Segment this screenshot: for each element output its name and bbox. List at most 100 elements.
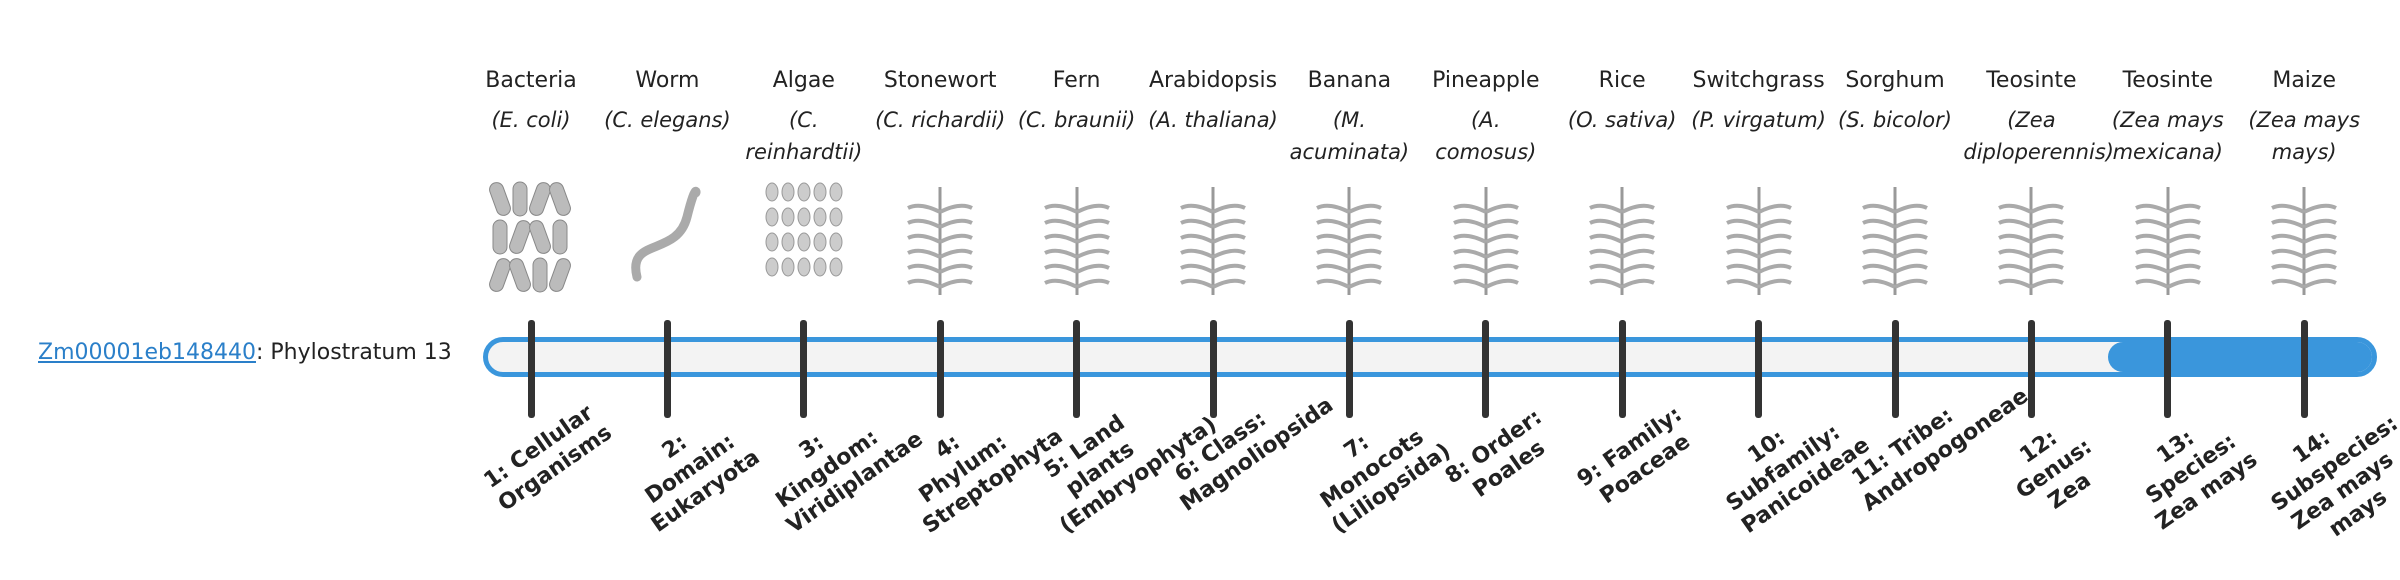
illustration-part: [1180, 263, 1214, 274]
illustration-part: [1316, 203, 1351, 214]
illustration-part: [1862, 203, 1896, 214]
illustration-part: [1075, 263, 1110, 274]
illustration-part: [1452, 203, 1487, 214]
gene-link[interactable]: Zm00001eb148440: [38, 340, 256, 365]
illustration-part: [489, 182, 511, 216]
illustration-part: [939, 278, 974, 289]
illustration-part: [765, 257, 779, 277]
illustration-part: [1894, 233, 1928, 244]
illustration-part: [1484, 203, 1519, 214]
stratum-label: 9: Family: Poaceae: [1572, 401, 1696, 510]
illustration-part: [813, 232, 827, 252]
illustration-part: [1862, 263, 1896, 274]
stratum-tick: [527, 320, 535, 418]
organism-illustration: [1316, 187, 1383, 295]
illustration-part: [829, 182, 843, 202]
illustration-part: [1998, 278, 2033, 289]
illustration-part: [1316, 248, 1351, 259]
organism-species: (E. coli): [491, 108, 571, 132]
illustration-part: [1484, 278, 1519, 289]
illustration-part: [907, 233, 942, 244]
organism-species: (Zea diploperennis): [1963, 108, 2114, 164]
illustration-part: [813, 182, 827, 202]
gene-line: Zm00001eb148440: Phylostratum 13: [38, 340, 452, 365]
illustration-part: [1348, 278, 1383, 289]
illustration-part: [1621, 263, 1656, 274]
illustration-part: [1043, 218, 1078, 229]
organism-name: Teosinte: [2122, 68, 2213, 93]
illustration-part: [939, 203, 974, 214]
illustration-part: [1212, 233, 1246, 244]
stratum-tick: [800, 320, 808, 418]
stratum-label: 2: Domain: Eukaryota: [641, 429, 765, 538]
illustration-part: [2303, 263, 2338, 274]
illustration-part: [1452, 248, 1487, 259]
stratum-tick: [1891, 320, 1899, 418]
illustration-part: [1075, 248, 1110, 259]
organism-name: Switchgrass: [1692, 68, 1825, 93]
illustration-part: [2271, 263, 2306, 274]
illustration-part: [1316, 278, 1351, 289]
illustration-part: [492, 219, 508, 255]
illustration-part: [489, 258, 511, 292]
illustration-part: [1998, 263, 2033, 274]
illustration-part: [509, 258, 531, 292]
illustration-part: [2166, 203, 2201, 214]
illustration-part: [2030, 218, 2065, 229]
stratum-label: 1: Cellular Organisms: [479, 400, 617, 517]
illustration-part: [1621, 218, 1656, 229]
illustration-part: [1589, 203, 1624, 214]
illustration-part: [631, 186, 701, 282]
organism-species: (C. richardii): [875, 108, 1006, 132]
organism-name: Rice: [1598, 68, 1646, 93]
illustration-part: [2030, 263, 2065, 274]
illustration-part: [1452, 233, 1487, 244]
organism-species: (M. acuminata): [1289, 108, 1410, 164]
illustration-part: [1212, 278, 1246, 289]
illustration-part: [2166, 263, 2201, 274]
illustration-part: [529, 220, 551, 254]
illustration-part: [1043, 278, 1078, 289]
illustration-part: [1621, 248, 1656, 259]
illustration-part: [532, 257, 548, 293]
stratum-tick: [2027, 320, 2035, 418]
illustration-part: [2030, 278, 2065, 289]
stratum-tick: [1345, 320, 1353, 418]
illustration-part: [1894, 263, 1928, 274]
illustration-part: [1757, 233, 1792, 244]
organism-illustration: [1998, 187, 2065, 295]
illustration-part: [1862, 218, 1896, 229]
illustration-part: [1484, 248, 1519, 259]
organism-species: (C. elegans): [604, 108, 731, 132]
illustration-part: [765, 207, 779, 227]
illustration-part: [797, 232, 811, 252]
organism-illustration: [489, 181, 571, 293]
illustration-part: [2134, 248, 2169, 259]
illustration-part: [2134, 203, 2169, 214]
organism-name: Worm: [635, 68, 700, 93]
organism-species: (P. virgatum): [1691, 108, 1826, 132]
bar-highlight: [2108, 342, 2372, 372]
stratum-label: 3: Kingdom: Viridiplantae: [771, 424, 928, 539]
illustration-part: [2030, 203, 2065, 214]
organism-illustration: [1862, 187, 1928, 295]
illustration-part: [2271, 218, 2306, 229]
organism-illustration: [1043, 187, 1110, 295]
illustration-part: [1075, 203, 1110, 214]
stratum-label: 11: Tribe: Andropogoneae: [1847, 383, 2034, 517]
organism-name: Fern: [1052, 68, 1101, 93]
illustration-part: [549, 258, 571, 292]
organism-species: (C. braunii): [1017, 108, 1136, 132]
illustration-part: [1348, 263, 1383, 274]
stratum-tick: [663, 320, 671, 418]
illustration-part: [2030, 248, 2065, 259]
illustration-part: [529, 182, 551, 216]
organism-illustration: [1452, 187, 1519, 295]
illustration-part: [1725, 233, 1760, 244]
illustration-part: [2303, 248, 2338, 259]
illustration-part: [939, 218, 974, 229]
organism-illustration: [2134, 187, 2201, 295]
illustration-part: [1998, 248, 2033, 259]
organism-name: Teosinte: [1986, 68, 2077, 93]
